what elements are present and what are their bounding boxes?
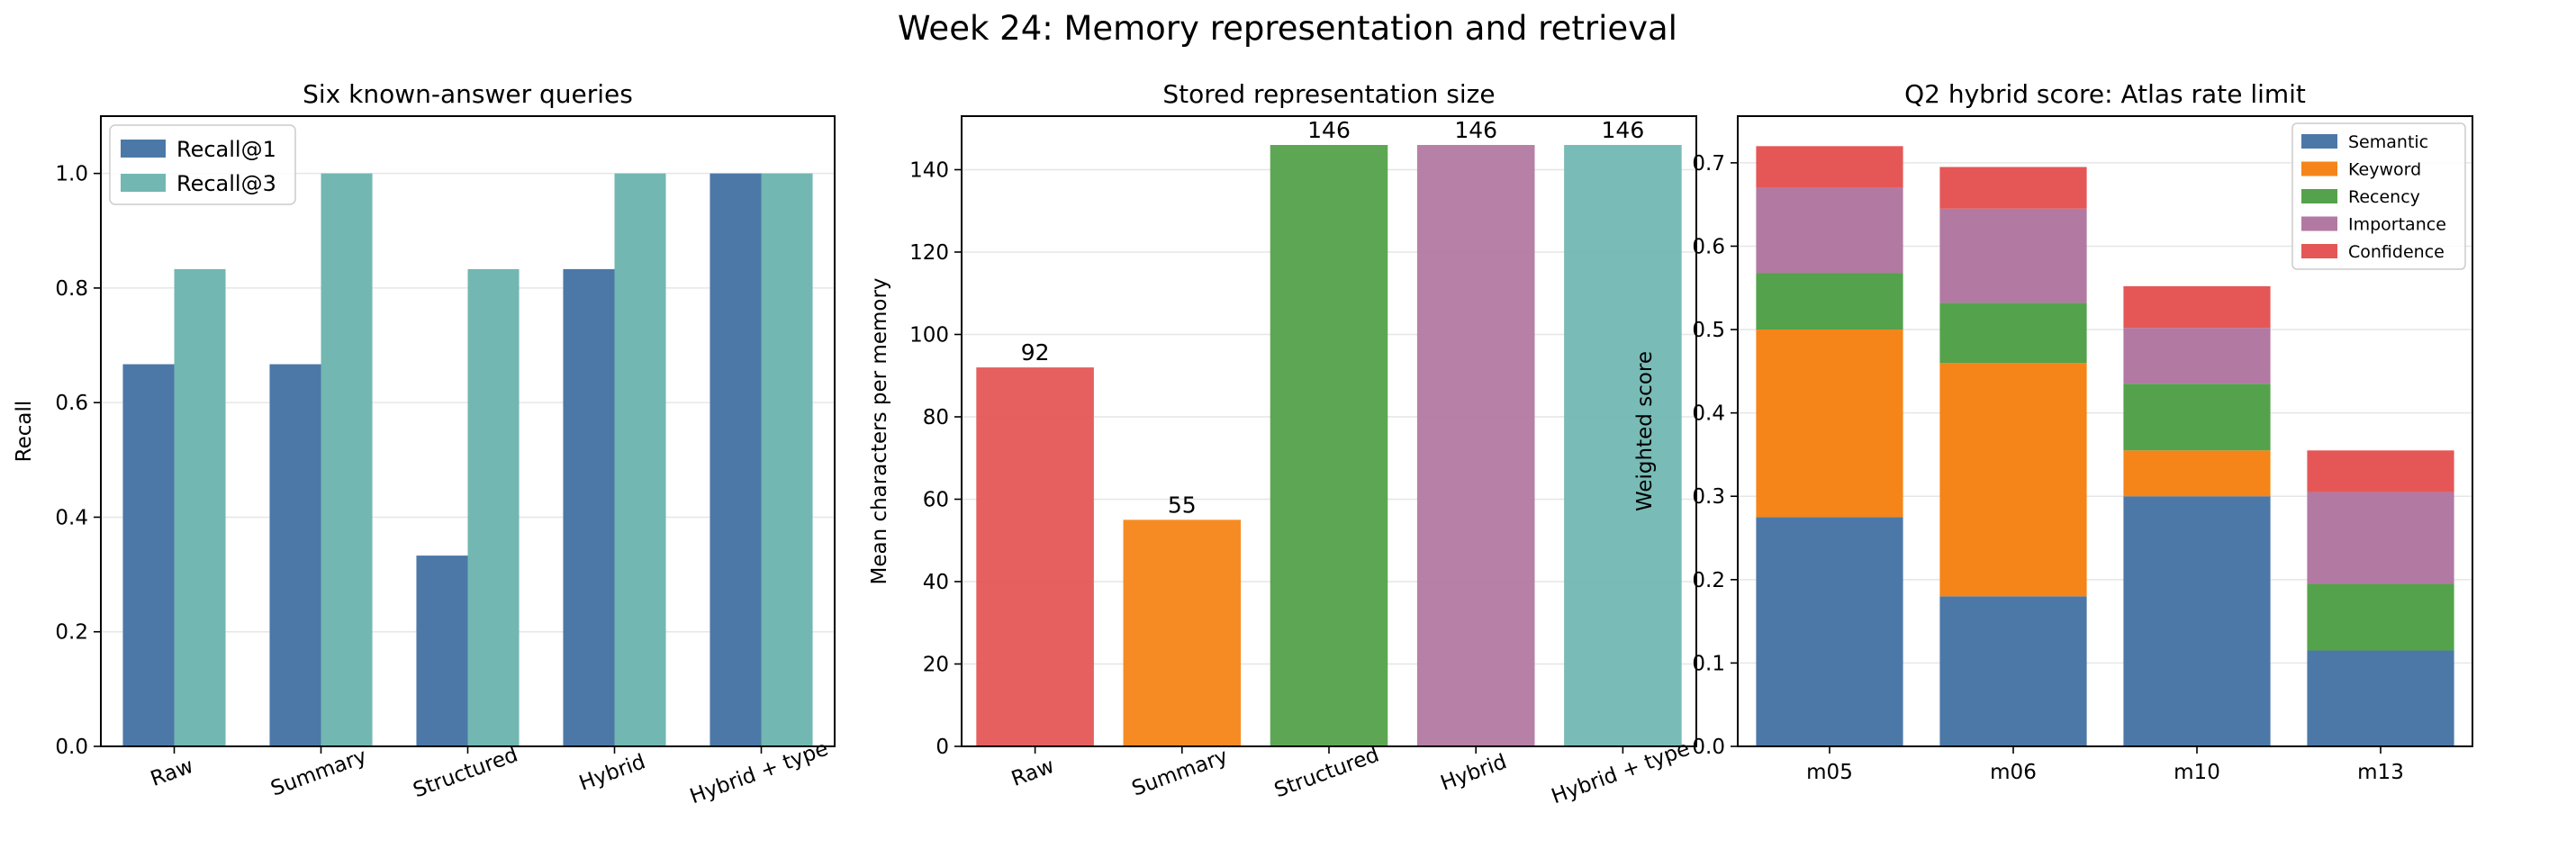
bar-recall-3 [614, 173, 666, 747]
legend-swatch [2301, 161, 2337, 176]
bar-segment-recency [2307, 583, 2454, 651]
y-axis-label: Recall [13, 401, 36, 463]
y-tick-label: 140 [909, 158, 949, 182]
bar-segment-keyword [1939, 363, 2087, 597]
bar [1270, 145, 1388, 747]
bar-recall-3 [174, 268, 226, 747]
bar-segment-importance [1939, 208, 2087, 303]
y-tick-label: 40 [923, 571, 949, 594]
data-label: 146 [1454, 117, 1497, 143]
legend-label: Importance [2348, 215, 2446, 235]
bar-segment-recency [1756, 273, 1903, 330]
bar-recall-1 [563, 268, 615, 747]
bar [1564, 145, 1682, 747]
data-label: 55 [1168, 492, 1197, 518]
y-axis-label: Mean characters per memory [868, 277, 891, 584]
y-tick-label: 0.0 [55, 736, 88, 759]
y-tick-label: 80 [923, 406, 949, 429]
y-tick-label: 0.4 [55, 506, 88, 529]
bar [976, 367, 1094, 746]
legend-label: Keyword [2348, 160, 2421, 180]
y-tick-label: 100 [909, 323, 949, 347]
axes-frame [1737, 115, 2473, 747]
y-tick-label: 0.2 [55, 621, 88, 645]
y-tick-label: 0.1 [1692, 652, 1725, 675]
bar-segment-importance [2123, 328, 2271, 384]
bar-segment-importance [2307, 492, 2454, 584]
legend-label: Recency [2348, 187, 2420, 207]
panel-title: Stored representation size [1162, 79, 1495, 109]
y-tick-label: 60 [923, 488, 949, 511]
bar-segment-recency [2123, 384, 2271, 451]
bar-recall-1 [269, 364, 321, 746]
bar-recall-3 [761, 173, 813, 747]
bar-recall-3 [467, 268, 520, 747]
bar-segment-semantic [2307, 650, 2454, 746]
data-label: 92 [1021, 339, 1050, 366]
y-tick-label: 0.2 [1692, 569, 1725, 592]
bar-segment-semantic [2123, 496, 2271, 746]
bar-segment-keyword [2123, 450, 2271, 497]
data-label: 146 [1602, 117, 1645, 143]
bar-segment-confidence [2307, 450, 2454, 492]
bar-segment-confidence [2123, 285, 2271, 329]
figure-title: Week 24: Memory representation and retri… [898, 9, 1677, 48]
y-tick-label: 0.8 [55, 277, 88, 301]
y-tick-label: 0.5 [1692, 319, 1725, 342]
y-tick-label: 20 [923, 653, 949, 676]
bar-segment-semantic [1939, 596, 2087, 746]
bar-recall-1 [122, 364, 175, 746]
bar-recall-3 [321, 173, 373, 747]
legend-label: Recall@3 [176, 171, 276, 196]
data-label: 146 [1307, 117, 1351, 143]
bar-segment-importance [1756, 187, 1903, 274]
y-tick-label: 0.6 [55, 392, 88, 415]
y-tick-label: 120 [909, 241, 949, 265]
legend-label: Recall@1 [176, 137, 276, 162]
bar-segment-confidence [1939, 167, 2087, 209]
legend-swatch [2301, 216, 2337, 231]
y-tick-label: 0.6 [1692, 235, 1725, 258]
y-tick-label: 0 [935, 736, 949, 759]
legend-box [2291, 122, 2466, 270]
legend-swatch [2301, 244, 2337, 258]
legend-swatch [121, 140, 166, 158]
panel-title: Q2 hybrid score: Atlas rate limit [1904, 79, 2306, 109]
x-tick-label: m13 [2357, 761, 2404, 784]
bar-segment-keyword [1756, 330, 1903, 518]
legend-swatch [2301, 189, 2337, 203]
bar-segment-recency [1939, 303, 2087, 364]
legend-label: Semantic [2348, 132, 2428, 152]
y-tick-label: 1.0 [55, 163, 88, 186]
y-tick-label: 0.7 [1692, 152, 1725, 176]
x-tick-label: m06 [1990, 761, 2037, 784]
panel-hybrid-score: 0.0 0.1 0.2 0.3 0.4 0.5 0.6 0.7 m05 m06 m10 m13 Q2 h… [1633, 79, 2473, 784]
y-tick-label: 0.3 [1692, 485, 1725, 509]
legend-label: Confidence [2348, 242, 2445, 262]
y-tick-label: 0.4 [1692, 402, 1725, 426]
bar [1123, 519, 1242, 746]
panel-title: Six known-answer queries [303, 79, 633, 109]
legend-swatch [121, 174, 166, 192]
bar-segment-semantic [1756, 517, 1903, 746]
y-axis-label: Weighted score [1633, 351, 1657, 511]
x-tick-label: m05 [1806, 761, 1853, 784]
bar [1416, 145, 1535, 747]
y-tick-label: 0.0 [1692, 736, 1725, 759]
legend-swatch [2301, 134, 2337, 149]
x-tick-label: m10 [2174, 761, 2220, 784]
bar-recall-1 [416, 555, 468, 746]
bar-segment-confidence [1756, 146, 1903, 188]
bar-recall-1 [710, 173, 762, 747]
